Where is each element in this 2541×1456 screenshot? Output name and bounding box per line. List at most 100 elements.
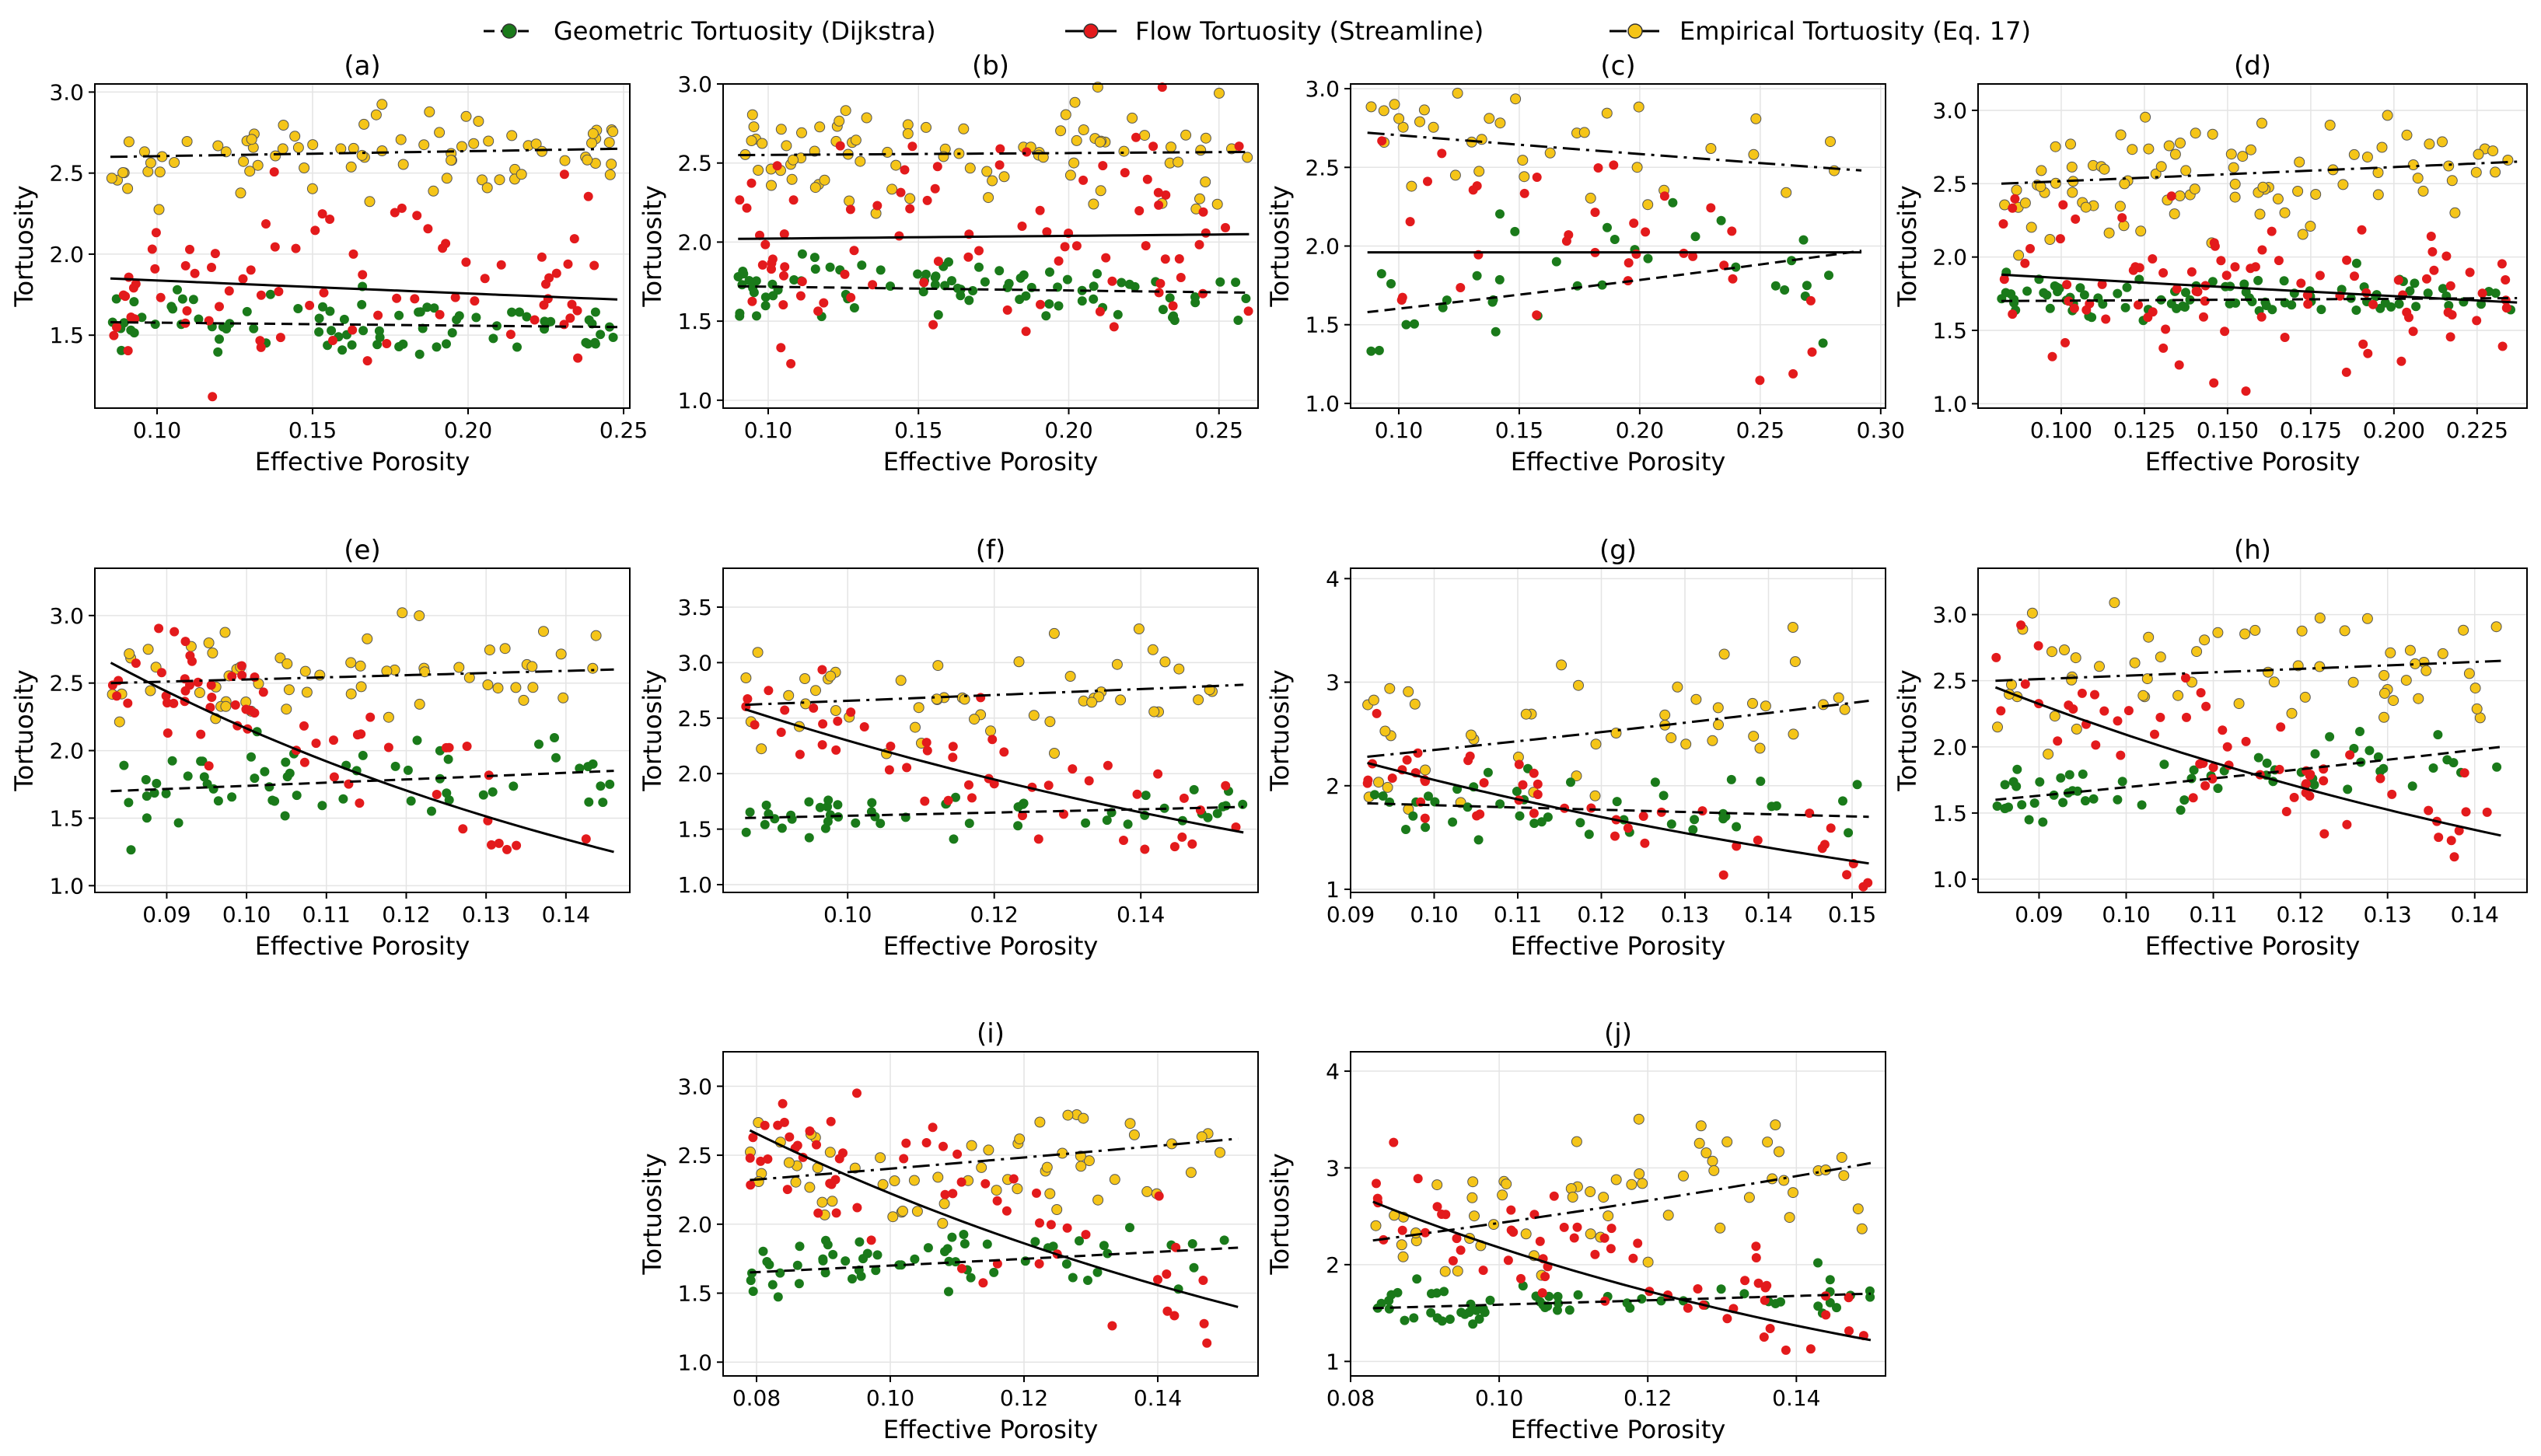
point-emp bbox=[481, 182, 493, 194]
point-flow bbox=[940, 1189, 950, 1199]
point-flow bbox=[126, 312, 136, 322]
point-emp bbox=[1497, 1189, 1508, 1201]
y-tick-label: 2.0 bbox=[49, 242, 84, 267]
point-emp bbox=[1406, 180, 1417, 192]
point-geo bbox=[1081, 818, 1091, 828]
point-flow bbox=[1751, 1253, 1761, 1262]
point-flow bbox=[156, 292, 166, 302]
point-geo bbox=[150, 319, 160, 330]
point-emp bbox=[306, 183, 318, 194]
point-emp bbox=[453, 662, 465, 673]
point-flow bbox=[317, 209, 327, 219]
point-flow bbox=[894, 231, 904, 241]
point-flow bbox=[2267, 226, 2277, 236]
point-emp bbox=[418, 139, 430, 151]
point-geo bbox=[2024, 815, 2034, 825]
point-geo bbox=[488, 333, 498, 344]
point-geo bbox=[1401, 319, 1411, 330]
point-geo bbox=[550, 733, 559, 742]
point-geo bbox=[2001, 288, 2011, 298]
point-flow bbox=[2182, 712, 2191, 722]
point-geo bbox=[390, 761, 400, 771]
fit-line-geo bbox=[745, 805, 1244, 819]
point-geo bbox=[872, 1250, 883, 1260]
point-emp bbox=[1603, 1210, 1614, 1222]
point-emp bbox=[850, 134, 862, 146]
point-flow bbox=[1740, 1276, 1750, 1286]
point-emp bbox=[1469, 1210, 1480, 1222]
point-geo bbox=[1083, 1276, 1092, 1285]
point-emp bbox=[746, 109, 758, 120]
panel-title: (a) bbox=[344, 51, 380, 82]
point-flow bbox=[1377, 136, 1387, 146]
point-flow bbox=[2220, 326, 2230, 337]
y-tick-label: 3.0 bbox=[1305, 76, 1340, 102]
point-flow bbox=[1629, 218, 1639, 229]
point-flow bbox=[2091, 740, 2101, 750]
point-flow bbox=[827, 1179, 837, 1189]
point-flow bbox=[900, 165, 910, 175]
point-flow bbox=[1693, 1284, 1703, 1294]
point-flow bbox=[1998, 219, 2008, 229]
point-flow bbox=[329, 735, 338, 745]
y-axis-label: Tortuosity bbox=[638, 185, 667, 307]
y-tick-label: 2.0 bbox=[1305, 234, 1340, 260]
point-geo bbox=[1495, 209, 1505, 219]
point-emp bbox=[1590, 738, 1602, 750]
x-tick-label: 0.14 bbox=[1134, 1385, 1182, 1411]
point-emp bbox=[911, 1206, 923, 1217]
x-tick-label: 0.11 bbox=[2189, 902, 2237, 927]
point-emp bbox=[753, 165, 764, 176]
point-geo bbox=[422, 302, 432, 312]
point-flow bbox=[1134, 206, 1145, 216]
point-emp bbox=[2401, 129, 2413, 141]
point-flow bbox=[948, 752, 958, 763]
point-geo bbox=[1787, 256, 1797, 266]
point-flow bbox=[274, 287, 284, 296]
point-flow bbox=[1533, 790, 1543, 799]
point-geo bbox=[1468, 1319, 1478, 1329]
x-tick-label: 0.11 bbox=[302, 902, 351, 927]
point-flow bbox=[742, 203, 752, 213]
point-geo bbox=[429, 303, 439, 313]
point-geo bbox=[2287, 300, 2297, 310]
point-flow bbox=[1120, 168, 1130, 178]
point-geo bbox=[1374, 345, 1384, 355]
point-flow bbox=[1456, 1245, 1466, 1255]
point-geo bbox=[794, 1279, 804, 1289]
point-flow bbox=[2274, 256, 2284, 266]
point-emp bbox=[1743, 1192, 1755, 1203]
point-flow bbox=[735, 195, 745, 205]
point-flow bbox=[1503, 1255, 1513, 1266]
point-geo bbox=[1189, 1262, 1199, 1273]
point-geo bbox=[1092, 1267, 1103, 1277]
point-flow bbox=[989, 779, 999, 789]
point-emp bbox=[586, 138, 597, 149]
point-geo bbox=[249, 323, 259, 333]
point-flow bbox=[776, 728, 786, 737]
point-flow bbox=[2053, 736, 2063, 746]
point-flow bbox=[1107, 1321, 1117, 1331]
x-tick-label: 0.11 bbox=[1494, 902, 1542, 927]
point-geo bbox=[746, 1276, 756, 1286]
point-emp bbox=[463, 672, 475, 683]
point-emp bbox=[2175, 138, 2186, 148]
point-flow bbox=[2342, 255, 2352, 265]
point-flow bbox=[2361, 288, 2371, 298]
point-emp bbox=[2347, 676, 2359, 688]
point-emp bbox=[2487, 145, 2499, 157]
point-flow bbox=[1549, 1191, 1559, 1201]
point-flow bbox=[185, 680, 194, 690]
point-geo bbox=[1099, 1241, 1109, 1251]
point-flow bbox=[932, 162, 942, 172]
point-flow bbox=[992, 1196, 1002, 1206]
point-geo bbox=[1187, 1239, 1197, 1248]
point-emp bbox=[1396, 1239, 1407, 1251]
y-tick-label: 1.5 bbox=[1932, 801, 1967, 826]
point-emp bbox=[383, 711, 394, 723]
point-flow bbox=[207, 263, 216, 272]
point-flow bbox=[397, 203, 407, 213]
point-flow bbox=[1161, 190, 1171, 200]
point-flow bbox=[1781, 1345, 1791, 1355]
point-geo bbox=[2064, 770, 2074, 780]
